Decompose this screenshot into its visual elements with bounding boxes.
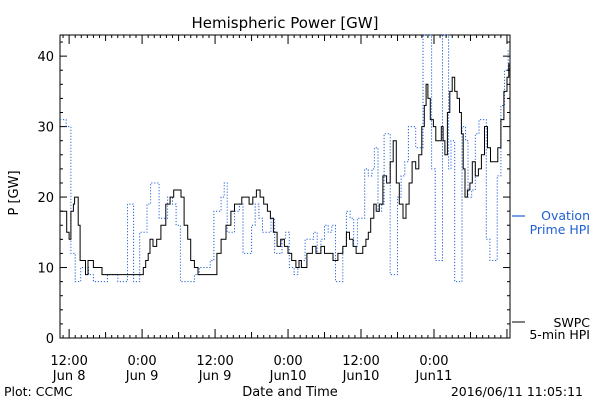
chart-title: Hemispheric Power [GW] xyxy=(192,14,379,32)
plot-credit: Plot: CCMC xyxy=(4,384,73,399)
y-axis: 0 10 20 30 40 xyxy=(37,41,510,347)
y-tick-label: 30 xyxy=(37,121,54,136)
x-tick-label-date: Jun10 xyxy=(269,369,307,384)
legend: Ovation Prime HPI SWPC 5-min HPI xyxy=(512,208,590,342)
timestamp: 2016/06/11 11:05:11 xyxy=(451,384,583,399)
x-tick-label-time: 12:00 xyxy=(342,354,379,369)
x-axis-label: Date and Time xyxy=(242,385,338,400)
x-tick-label-date: Jun10 xyxy=(342,369,380,384)
x-tick-label-time: 0:00 xyxy=(273,354,302,369)
y-tick-label: 0 xyxy=(46,332,54,347)
y-tick-label: 40 xyxy=(37,50,54,65)
x-tick-label-time: 0:00 xyxy=(127,354,156,369)
x-tick-label-date: Jun11 xyxy=(415,369,453,384)
series-layer xyxy=(60,34,510,283)
legend-swpc-label-2: 5-min HPI xyxy=(529,327,590,342)
plot-frame xyxy=(59,34,511,339)
x-tick-label-date: Jun 8 xyxy=(52,369,86,384)
x-tick-label-date: Jun 9 xyxy=(198,369,232,384)
y-tick-label: 10 xyxy=(37,262,54,277)
x-tick-label-time: 12:00 xyxy=(50,354,87,369)
y-tick-label: 20 xyxy=(37,191,54,206)
series-swpc-line xyxy=(60,63,510,276)
x-tick-label-date: Jun 9 xyxy=(125,369,159,384)
x-tick-label-time: 0:00 xyxy=(419,354,448,369)
x-tick-label-time: 12:00 xyxy=(196,354,233,369)
y-axis-label: P [GW] xyxy=(7,170,22,215)
legend-ovation-label-2: Prime HPI xyxy=(530,222,590,237)
legend-ovation-label-1: Ovation xyxy=(541,208,590,223)
legend-swpc-label-1: SWPC xyxy=(553,315,590,330)
